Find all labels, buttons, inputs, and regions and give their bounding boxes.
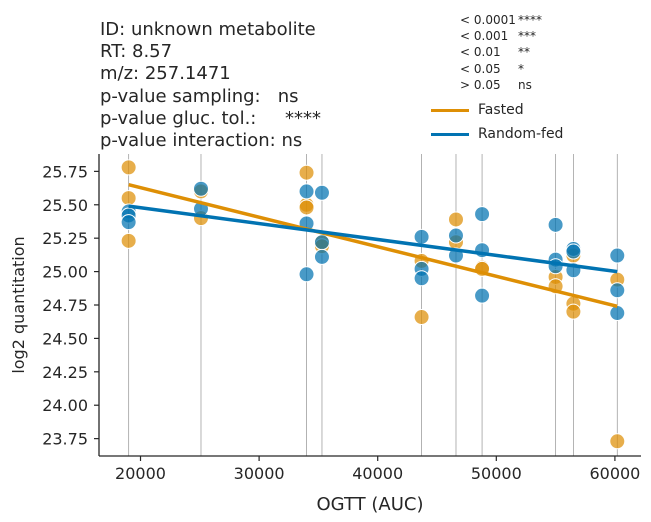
metabolite-id: ID: unknown metabolite <box>100 19 316 40</box>
x-axis-label: OGTT (AUC) <box>317 494 424 515</box>
data-point-fasted <box>120 159 137 176</box>
y-tick-label: 25.00 <box>42 263 88 282</box>
data-point-random-fed <box>313 184 330 201</box>
retention-time: RT: 8.57 <box>100 41 173 62</box>
data-point-fasted <box>447 211 464 228</box>
data-point-random-fed <box>609 305 626 322</box>
significance-threshold: < 0.01 <box>460 45 501 59</box>
significance-symbol: *** <box>518 29 536 43</box>
data-point-random-fed <box>413 228 430 245</box>
data-point-random-fed <box>474 206 491 223</box>
data-point-fasted <box>120 190 137 207</box>
x-tick-label: 30000 <box>234 464 285 483</box>
data-points <box>120 159 626 450</box>
data-point-random-fed <box>313 248 330 265</box>
mass-to-charge: m/z: 257.1471 <box>100 63 231 84</box>
data-point-random-fed <box>298 183 315 200</box>
y-tick-label: 25.75 <box>42 162 88 181</box>
significance-threshold: > 0.05 <box>460 78 501 92</box>
y-tick-label: 23.75 <box>42 430 88 449</box>
legend-label-random-fed: Random-fed <box>478 126 564 142</box>
y-tick-label: 25.50 <box>42 196 88 215</box>
significance-row: < 0.01 ** <box>460 45 530 60</box>
pvalue-glucose-tolerance: p-value gluc. tol.: **** <box>100 108 321 129</box>
pvalue-interaction: p-value interaction: ns <box>100 130 303 151</box>
data-point-random-fed <box>609 282 626 299</box>
y-tick-label: 24.50 <box>42 329 88 348</box>
legend-line-random-fed <box>431 133 469 136</box>
pvalue-sampling: p-value sampling: ns <box>100 86 299 107</box>
significance-row: < 0.001 *** <box>460 29 536 44</box>
significance-threshold: < 0.05 <box>460 62 501 76</box>
y-tick-label: 24.75 <box>42 296 88 315</box>
data-point-random-fed <box>547 216 564 233</box>
y-tick-label: 24.25 <box>42 363 88 382</box>
y-tick-label: 24.00 <box>42 396 88 415</box>
data-point-random-fed <box>447 227 464 244</box>
significance-row: > 0.05 ns <box>460 78 532 93</box>
y-axis-label: log2 quantitation <box>9 236 28 373</box>
legend-label-fasted: Fasted <box>478 102 524 118</box>
x-tick-label: 50000 <box>471 464 522 483</box>
data-point-fasted <box>413 309 430 326</box>
x-tick-label: 60000 <box>589 464 640 483</box>
data-point-random-fed <box>413 270 430 287</box>
significance-row: < 0.05 * <box>460 62 524 77</box>
x-tick-label: 40000 <box>352 464 403 483</box>
significance-symbol: **** <box>518 13 542 27</box>
data-point-random-fed <box>192 180 209 197</box>
significance-threshold: < 0.0001 <box>460 13 516 27</box>
data-point-random-fed <box>474 287 491 304</box>
data-point-random-fed <box>565 243 582 260</box>
data-point-random-fed <box>609 247 626 264</box>
data-point-fasted <box>609 433 626 450</box>
data-point-fasted <box>298 164 315 181</box>
data-point-fasted <box>120 232 137 249</box>
significance-symbol: ns <box>518 78 532 92</box>
y-tick-label: 25.25 <box>42 229 88 248</box>
tick-labels: 20000 30000 40000 50000 60000 23.75 24.00 24.25… <box>42 162 640 483</box>
significance-threshold: < 0.001 <box>460 29 509 43</box>
data-point-fasted <box>298 199 315 216</box>
significance-row: < 0.0001 **** <box>460 13 542 28</box>
fit-line-random-fed <box>128 204 618 274</box>
significance-symbol: * <box>518 62 524 76</box>
data-point-random-fed <box>120 214 137 231</box>
x-tick-label: 20000 <box>115 464 166 483</box>
regression-lines <box>128 183 618 309</box>
data-point-fasted <box>565 303 582 320</box>
fit-line-fasted <box>128 183 618 309</box>
data-point-random-fed <box>313 234 330 251</box>
significance-symbol: ** <box>518 45 530 59</box>
legend-line-fasted <box>431 109 469 112</box>
data-point-random-fed <box>298 266 315 283</box>
axes <box>94 154 641 461</box>
